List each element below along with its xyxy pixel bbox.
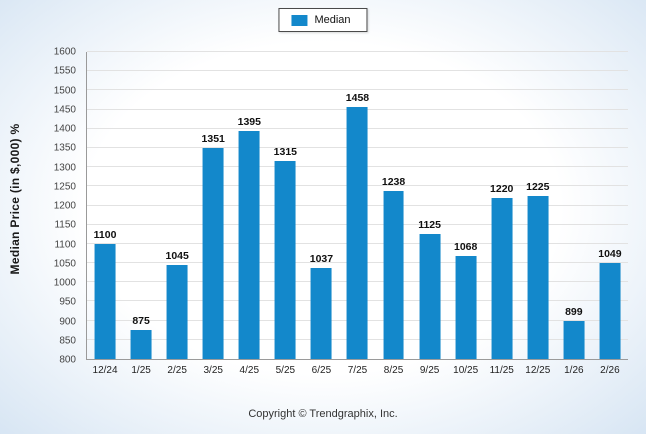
- bar: [527, 195, 549, 359]
- y-axis-ticks: 800 850 900 950 1000 1050 1100 1150 1200 1250 1300…: [48, 47, 82, 366]
- x-tick-label: 2/26: [600, 365, 620, 376]
- bar-value-label: 1125: [418, 219, 441, 232]
- bar: [383, 190, 404, 359]
- bar-value-label: 1351: [201, 132, 225, 145]
- y-tick-label: 1500: [53, 85, 76, 96]
- x-tick-label: 5/25: [275, 365, 296, 376]
- bar: [491, 197, 513, 359]
- bar-slot: 1395 4/25: [231, 52, 267, 376]
- y-tick-label: 900: [59, 316, 76, 327]
- y-tick-label: 1000: [53, 277, 76, 289]
- bar-slot: 1068 10/25: [448, 52, 484, 376]
- bar-slot: 1125 9/25: [412, 52, 448, 376]
- y-tick-label: 1600: [53, 46, 76, 58]
- bar-value-label: 899: [565, 306, 583, 319]
- x-tick-label: 11/25: [489, 365, 514, 376]
- bar-slot: 1351 3/25: [195, 52, 231, 376]
- bar-value-label: 1037: [309, 253, 334, 266]
- y-tick-label: 1350: [53, 142, 76, 154]
- bar: [310, 268, 332, 359]
- gridline: [87, 51, 628, 52]
- bar-value-label: 1238: [381, 175, 406, 188]
- x-tick-label: 3/25: [203, 365, 223, 376]
- bar: [599, 263, 621, 359]
- x-tick-label: 8/25: [383, 365, 404, 376]
- bar: [563, 321, 585, 359]
- bar: [166, 264, 188, 359]
- legend-label: Median: [314, 14, 351, 26]
- bar: [274, 161, 296, 359]
- x-tick-label: 7/25: [347, 365, 368, 376]
- bar-value-label: 1220: [490, 182, 514, 195]
- x-tick-label: 1/26: [564, 365, 584, 376]
- bar: [347, 106, 368, 359]
- bar-slot: 1045 2/25: [159, 52, 195, 376]
- bar: [202, 147, 224, 359]
- copyright-text: Copyright © Trendgraphix, Inc.: [248, 408, 398, 420]
- y-axis-title: Median Price (in $,000) %: [8, 123, 22, 275]
- bar-slot: 899 1/26: [556, 52, 592, 376]
- bar-slot: 1238 8/25: [376, 52, 412, 376]
- y-tick-label: 1550: [53, 65, 76, 77]
- bar-value-label: 1225: [526, 180, 550, 193]
- x-tick-label: 10/25: [453, 365, 479, 376]
- bar-value-label: 1395: [237, 115, 261, 128]
- bar: [238, 130, 260, 359]
- bar-slot: 875 1/25: [123, 52, 159, 376]
- y-tick-label: 1450: [53, 104, 76, 116]
- x-tick-label: 6/25: [311, 365, 332, 376]
- x-tick-label: 1/25: [131, 365, 151, 376]
- y-tick-label: 1200: [53, 200, 76, 212]
- bar: [455, 256, 477, 359]
- plot-area: 1100 12/24 875 1/25 1045 2/25 1351 3/25 1395 4/25…: [86, 51, 628, 377]
- bar-value-label: 875: [132, 315, 150, 328]
- bar-value-label: 1458: [345, 91, 370, 104]
- bar-value-label: 1068: [453, 241, 478, 254]
- bar-value-label: 1049: [598, 248, 622, 261]
- y-tick-label: 1300: [53, 162, 76, 173]
- bar-value-label: 1045: [165, 249, 189, 262]
- y-tick-label: 850: [59, 335, 76, 347]
- bar-slot: 1458 7/25: [339, 52, 375, 377]
- legend-swatch-median: [291, 14, 308, 26]
- bar-value-label: 1315: [273, 146, 298, 159]
- y-tick-label: 1400: [53, 123, 76, 135]
- gridline: [87, 70, 628, 72]
- x-tick-label: 4/25: [239, 365, 260, 376]
- y-tick-label: 1100: [54, 239, 76, 250]
- bar-slot: 1225 12/25: [520, 52, 556, 376]
- bar-value-label: 1100: [93, 228, 117, 241]
- bar-slot: 1037 6/25: [303, 52, 339, 376]
- x-tick-label: 2/25: [167, 365, 187, 376]
- bar-slot: 1220 11/25: [484, 52, 520, 376]
- bar-slot: 1049 2/26: [592, 52, 628, 376]
- gridline: [87, 89, 628, 91]
- y-tick-label: 1050: [53, 258, 76, 270]
- legend: Median: [278, 8, 368, 32]
- x-tick-label: 9/25: [419, 365, 440, 376]
- bar-chart: Median Price (in $,000) % 800 850 900 950 10…: [6, 46, 640, 386]
- y-tick-label: 1250: [53, 181, 76, 193]
- y-tick-label: 800: [59, 354, 76, 366]
- y-tick-label: 950: [59, 296, 76, 308]
- x-tick-label: 12/24: [92, 365, 118, 376]
- y-tick-label: 1150: [54, 219, 76, 231]
- bar-slot: 1100 12/24: [87, 52, 123, 376]
- x-tick-label: 12/25: [525, 365, 551, 376]
- bar: [419, 234, 441, 359]
- bar-slot: 1315 5/25: [267, 52, 303, 376]
- bar: [130, 330, 152, 359]
- bar: [94, 243, 116, 359]
